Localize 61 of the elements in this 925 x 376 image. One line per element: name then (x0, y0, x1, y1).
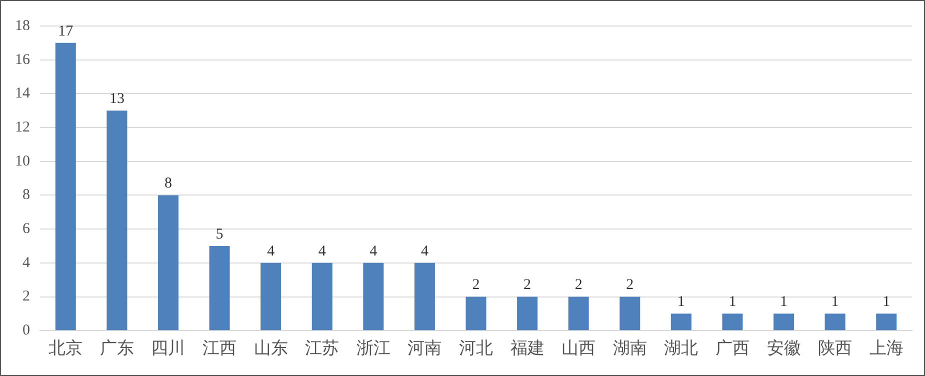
bar (568, 296, 589, 330)
y-tick-label: 4 (22, 254, 30, 271)
data-label: 1 (728, 294, 736, 310)
data-label: 17 (58, 23, 74, 40)
x-tick-label: 福建 (510, 338, 544, 358)
data-label: 4 (370, 243, 378, 260)
data-label: 1 (831, 294, 839, 310)
x-tick-label: 山东 (254, 338, 288, 358)
x-tick-label: 浙江 (356, 338, 390, 358)
bar (106, 110, 128, 330)
data-label: 1 (780, 294, 788, 310)
x-tick-label: 湖北 (664, 338, 698, 358)
data-label: 2 (626, 277, 634, 294)
x-tick-label: 山西 (562, 338, 596, 358)
y-tick-label: 2 (22, 288, 30, 305)
bar (414, 262, 435, 330)
bar (876, 314, 897, 330)
bar (824, 314, 846, 330)
bar (620, 296, 640, 330)
bar (312, 262, 332, 330)
bar (158, 195, 178, 330)
x-tick-label: 江西 (202, 338, 237, 358)
x-tick-label: 四川 (151, 338, 186, 358)
y-tick-label: 6 (22, 221, 30, 238)
y-tick-label: 10 (15, 153, 30, 170)
y-tick-label: 8 (22, 187, 30, 204)
bar (517, 296, 538, 330)
x-tick-label: 广西 (715, 338, 750, 358)
data-label: 1 (677, 294, 685, 310)
data-label: 5 (216, 226, 224, 242)
y-tick-label: 14 (15, 86, 30, 102)
data-label: 4 (318, 243, 326, 260)
data-label: 4 (420, 243, 429, 260)
data-label: 2 (574, 277, 582, 294)
bar (774, 314, 794, 330)
x-tick-label: 江苏 (305, 338, 340, 358)
bar (722, 314, 743, 330)
x-tick-label: 上海 (869, 338, 904, 358)
y-tick-label: 16 (15, 52, 30, 68)
x-tick-label: 陕西 (818, 338, 852, 358)
bar (670, 314, 692, 330)
data-label: 2 (524, 277, 532, 294)
data-label: 2 (472, 277, 480, 294)
x-tick-label: 湖南 (612, 338, 647, 358)
bar (260, 262, 282, 330)
y-tick-label: 0 (22, 322, 30, 339)
data-label: 8 (164, 176, 172, 192)
y-tick-label: 18 (15, 18, 30, 34)
x-tick-label: 河北 (459, 338, 493, 358)
x-tick-label: 北京 (48, 338, 83, 358)
bar (55, 42, 76, 330)
y-tick-label: 12 (15, 119, 30, 136)
data-label: 1 (882, 294, 890, 310)
x-tick-label: 安徽 (766, 338, 801, 358)
data-label: 13 (109, 91, 124, 108)
data-label: 4 (267, 243, 276, 260)
bar (363, 262, 384, 330)
bar (209, 246, 230, 330)
bar (466, 296, 486, 330)
x-tick-label: 河南 (408, 338, 442, 358)
x-tick-label: 广东 (100, 338, 134, 358)
